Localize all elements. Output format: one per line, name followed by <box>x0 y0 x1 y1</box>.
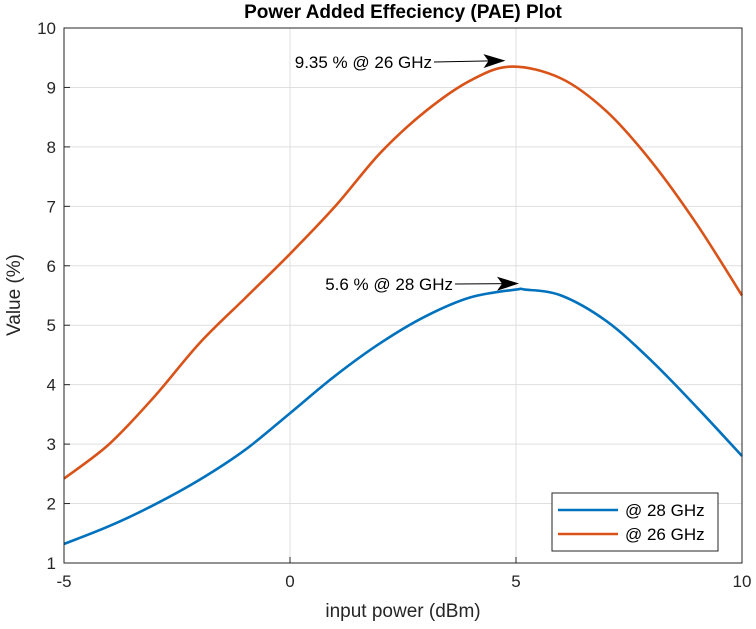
annotation-label: 5.6 % @ 28 GHz <box>325 275 453 294</box>
grid-lines <box>63 27 743 564</box>
x-tick-label: -5 <box>56 572 71 591</box>
series-line-26ghz <box>63 65 744 480</box>
y-tick-label: 1 <box>47 554 56 573</box>
annotation-arrow <box>433 54 506 69</box>
y-axis-label: Value (%) <box>4 254 25 336</box>
plot-frame <box>63 27 743 564</box>
y-tick-label: 6 <box>47 257 56 276</box>
legend-label: @ 26 GHz <box>625 525 705 544</box>
chart-title: Power Added Effeciency (PAE) Plot <box>244 2 562 23</box>
y-tick-label: 3 <box>47 435 56 454</box>
x-axis-label: input power (dBm) <box>325 601 480 622</box>
series-lines <box>63 65 744 546</box>
y-tick-labels: 1 2 3 4 5 6 7 8 9 10 <box>37 19 70 573</box>
y-tick-label: 4 <box>47 376 56 395</box>
x-tick-labels: -5 0 5 10 <box>56 557 751 591</box>
y-tick-label: 5 <box>47 316 56 335</box>
legend: @ 28 GHz @ 26 GHz <box>551 492 719 552</box>
x-tick-label: 10 <box>733 572 752 591</box>
x-tick-label: 5 <box>511 572 520 591</box>
y-tick-label: 8 <box>47 138 56 157</box>
y-tick-label: 10 <box>37 19 56 38</box>
y-tick-label: 9 <box>47 78 56 97</box>
annotations: 9.35 % @ 26 GHz 5.6 % @ 28 GHz <box>295 53 520 294</box>
legend-box <box>551 492 719 552</box>
x-tick-label: 0 <box>285 572 294 591</box>
y-tick-label: 2 <box>47 495 56 514</box>
annotation-label: 9.35 % @ 26 GHz <box>295 53 432 72</box>
legend-label: @ 28 GHz <box>625 501 705 520</box>
series-line-28ghz <box>63 287 743 546</box>
y-tick-label: 7 <box>47 197 56 216</box>
